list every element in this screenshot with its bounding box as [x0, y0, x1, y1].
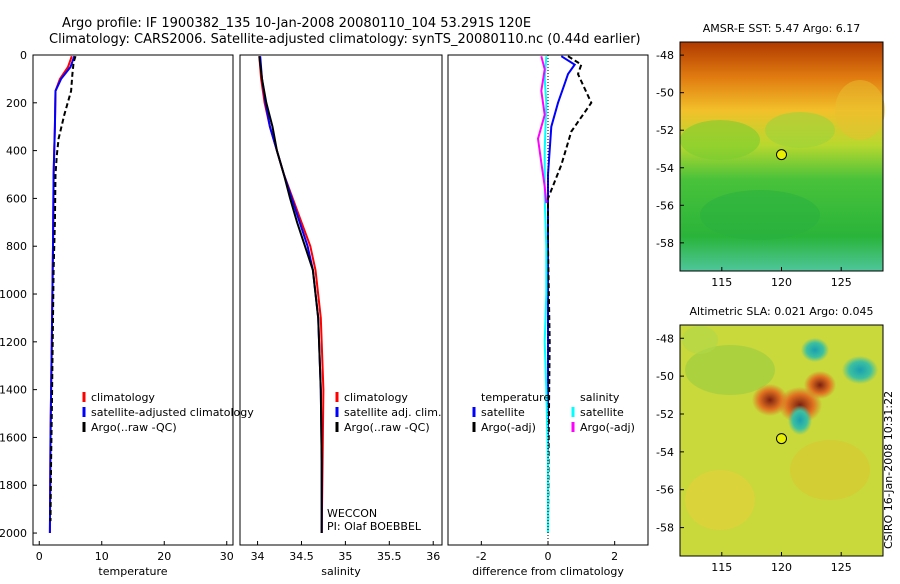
- x-axis-label: difference from climatology: [472, 565, 624, 578]
- sst-map-panel: 115 120 125 -48 -50 -52 -54 -56 -58 AMSR-E SST: 5…: [656, 22, 884, 289]
- legend-entry: satellite adj. clim.: [344, 406, 441, 419]
- axes-frame: [239, 54, 443, 546]
- y-tick-label: -50: [656, 87, 674, 100]
- y-tick-label: -48: [656, 332, 674, 345]
- y-tick-label: -54: [656, 446, 674, 459]
- x-tick-label: -2: [476, 550, 487, 563]
- x-tick-label: 30: [220, 550, 234, 563]
- legend-heading: salinity: [580, 391, 620, 404]
- axes-frame: [32, 54, 234, 546]
- y-tick-label: 1800: [0, 479, 27, 492]
- x-tick-label: 120: [771, 561, 792, 574]
- x-tick-label: 34.5: [289, 550, 314, 563]
- y-tick-label: 1400: [0, 384, 27, 397]
- x-tick-label: 0: [545, 550, 552, 563]
- y-tick-label: 1600: [0, 431, 27, 444]
- x-tick-label: 35: [338, 550, 352, 563]
- header-line-2: Climatology: CARS2006. Satellite-adjuste…: [49, 32, 641, 47]
- y-tick-label: 0: [20, 49, 27, 62]
- x-tick-label: 125: [831, 561, 852, 574]
- x-axis-label: salinity: [321, 565, 361, 578]
- y-tick-label: -56: [656, 199, 674, 212]
- legend-entry: Argo(-adj): [580, 421, 635, 434]
- legend-entry: Argo(..raw -QC): [91, 421, 177, 434]
- y-tick-label: 800: [6, 240, 27, 253]
- y-tick-label: -56: [656, 484, 674, 497]
- header-line-1: Argo profile: IF 1900382_135 10-Jan-2008…: [62, 16, 531, 31]
- y-tick-label: -52: [656, 124, 674, 137]
- sla-map-panel: 115 120 125 -48 -50 -52 -54 -56 -58 Altimetric SL…: [656, 305, 884, 574]
- y-tick-label: 2000: [0, 527, 27, 540]
- x-tick-label: 34: [251, 550, 265, 563]
- x-tick-label: 2: [611, 550, 618, 563]
- y-tick-label: -48: [656, 49, 674, 62]
- series-line: [258, 56, 323, 533]
- y-tick-label: 200: [6, 97, 27, 110]
- legend-entry: Argo(-adj): [481, 421, 536, 434]
- argo-location-marker: [776, 149, 787, 161]
- legend-entry: satellite: [481, 406, 525, 419]
- y-tick-label: -58: [656, 237, 674, 250]
- series-line: [48, 55, 76, 534]
- legend-entry: satellite-adjusted climatology: [91, 406, 254, 419]
- x-tick-label: 120: [771, 276, 792, 289]
- y-tick-label: -50: [656, 370, 674, 383]
- x-tick-label: 0: [36, 550, 43, 563]
- difference-panel: -2 0 2 difference from climatology temperatu…: [447, 54, 649, 578]
- x-tick-label: 35.5: [377, 550, 402, 563]
- series-line: [259, 56, 323, 533]
- series-line: [258, 56, 325, 534]
- legend-entry: climatology: [91, 391, 155, 404]
- temperature-panel: 0 10 20 30 0 200 400 600 800 1000 1200 1400 1600 1800…: [0, 49, 254, 578]
- legend-entry: Argo(..raw -QC): [344, 421, 430, 434]
- argo-location-marker: [776, 433, 787, 445]
- annotation-text: PI: Olaf BOEBBEL: [327, 520, 422, 533]
- map-title: Altimetric SLA: 0.021 Argo: 0.045: [689, 305, 873, 318]
- x-tick-label: 125: [831, 276, 852, 289]
- salinity-panel: 34 34.5 35 35.5 36 salinity climatology satelli…: [239, 54, 443, 578]
- side-timestamp: CSIRO 16-Jan-2008 10:31:22: [882, 391, 895, 549]
- y-tick-label: 1000: [0, 288, 27, 301]
- x-axis-label: temperature: [98, 565, 167, 578]
- y-tick-label: -52: [656, 408, 674, 421]
- legend-entry: climatology: [344, 391, 408, 404]
- y-tick-label: 400: [6, 145, 27, 158]
- series-line: [49, 55, 77, 522]
- x-tick-label: 20: [157, 550, 171, 563]
- annotation-text: WECCON: [327, 507, 377, 520]
- series-line: [543, 56, 549, 533]
- series-line: [536, 55, 548, 204]
- legend-heading: temperature: [481, 391, 550, 404]
- legend-entry: satellite: [580, 406, 624, 419]
- y-tick-label: -58: [656, 522, 674, 535]
- y-tick-label: -54: [656, 162, 674, 175]
- map-title: AMSR-E SST: 5.47 Argo: 6.17: [703, 22, 861, 35]
- x-tick-label: 36: [426, 550, 440, 563]
- x-tick-label: 115: [711, 276, 732, 289]
- y-tick-label: 600: [6, 192, 27, 205]
- series-line: [547, 55, 593, 534]
- series-line: [547, 55, 577, 533]
- x-tick-label: 115: [711, 561, 732, 574]
- y-tick-label: 1200: [0, 336, 27, 349]
- x-tick-label: 10: [95, 550, 109, 563]
